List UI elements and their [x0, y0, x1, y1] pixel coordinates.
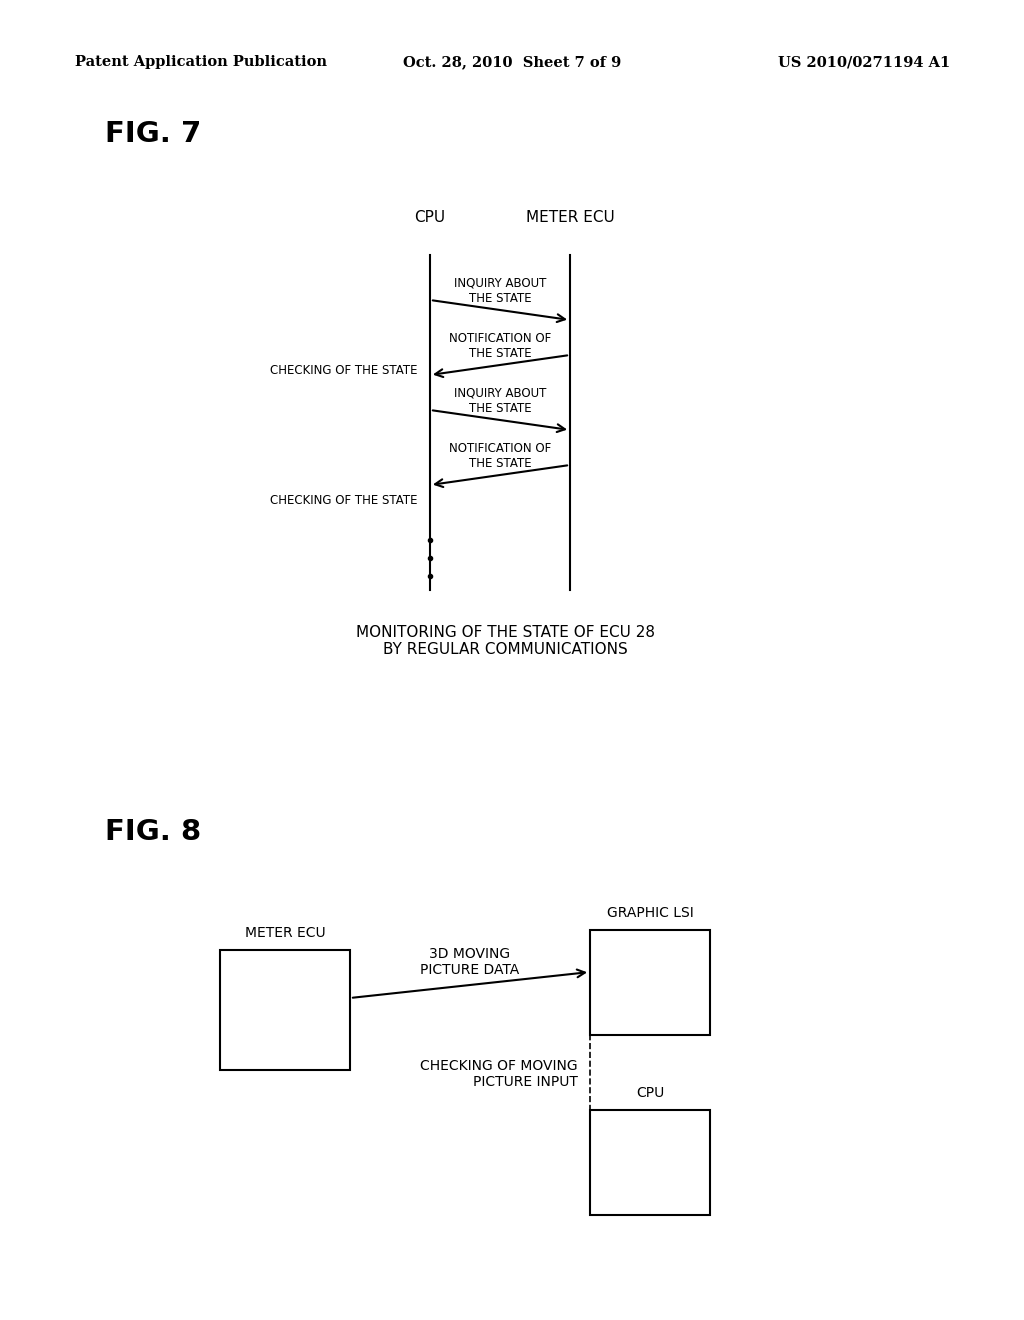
Text: NOTIFICATION OF
THE STATE: NOTIFICATION OF THE STATE: [449, 333, 551, 360]
Text: FIG. 8: FIG. 8: [105, 818, 201, 846]
Text: METER ECU: METER ECU: [245, 927, 326, 940]
Text: INQUIRY ABOUT
THE STATE: INQUIRY ABOUT THE STATE: [454, 277, 546, 305]
Text: CHECKING OF THE STATE: CHECKING OF THE STATE: [270, 494, 418, 507]
Bar: [590, 1110, 710, 1214]
Text: MONITORING OF THE STATE OF ECU 28
BY REGULAR COMMUNICATIONS: MONITORING OF THE STATE OF ECU 28 BY REG…: [355, 624, 654, 657]
Text: US 2010/0271194 A1: US 2010/0271194 A1: [778, 55, 950, 69]
Text: INQUIRY ABOUT
THE STATE: INQUIRY ABOUT THE STATE: [454, 387, 546, 414]
Text: METER ECU: METER ECU: [525, 210, 614, 224]
Text: CPU: CPU: [636, 1086, 665, 1100]
Text: CHECKING OF THE STATE: CHECKING OF THE STATE: [270, 363, 418, 376]
Text: NOTIFICATION OF
THE STATE: NOTIFICATION OF THE STATE: [449, 442, 551, 470]
Text: FIG. 7: FIG. 7: [105, 120, 202, 148]
Bar: [220, 950, 350, 1071]
Text: CPU: CPU: [415, 210, 445, 224]
Text: CHECKING OF MOVING
PICTURE INPUT: CHECKING OF MOVING PICTURE INPUT: [421, 1059, 578, 1089]
Text: Oct. 28, 2010  Sheet 7 of 9: Oct. 28, 2010 Sheet 7 of 9: [402, 55, 622, 69]
Text: GRAPHIC LSI: GRAPHIC LSI: [606, 906, 693, 920]
Text: 3D MOVING
PICTURE DATA: 3D MOVING PICTURE DATA: [421, 946, 519, 977]
Text: Patent Application Publication: Patent Application Publication: [75, 55, 327, 69]
Bar: [590, 931, 710, 1035]
